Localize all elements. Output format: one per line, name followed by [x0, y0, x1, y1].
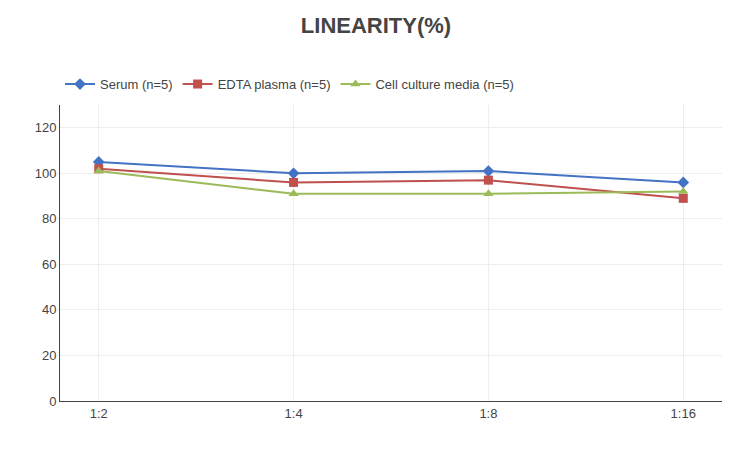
svg-text:60: 60	[42, 257, 56, 272]
svg-text:40: 40	[42, 302, 56, 317]
svg-text:1:2: 1:2	[90, 406, 108, 421]
svg-text:1:16: 1:16	[671, 406, 696, 421]
svg-text:EDTA plasma (n=5): EDTA plasma (n=5)	[218, 77, 331, 92]
svg-text:80: 80	[42, 211, 56, 226]
svg-text:Serum (n=5): Serum (n=5)	[100, 77, 173, 92]
svg-text:Cell culture media (n=5): Cell culture media (n=5)	[375, 77, 513, 92]
svg-text:LINEARITY(%): LINEARITY(%)	[301, 13, 451, 38]
svg-text:20: 20	[42, 348, 56, 363]
svg-text:1:8: 1:8	[479, 406, 497, 421]
svg-text:0: 0	[49, 394, 56, 409]
svg-text:120: 120	[35, 120, 57, 135]
svg-text:100: 100	[35, 166, 57, 181]
svg-text:1:4: 1:4	[285, 406, 303, 421]
